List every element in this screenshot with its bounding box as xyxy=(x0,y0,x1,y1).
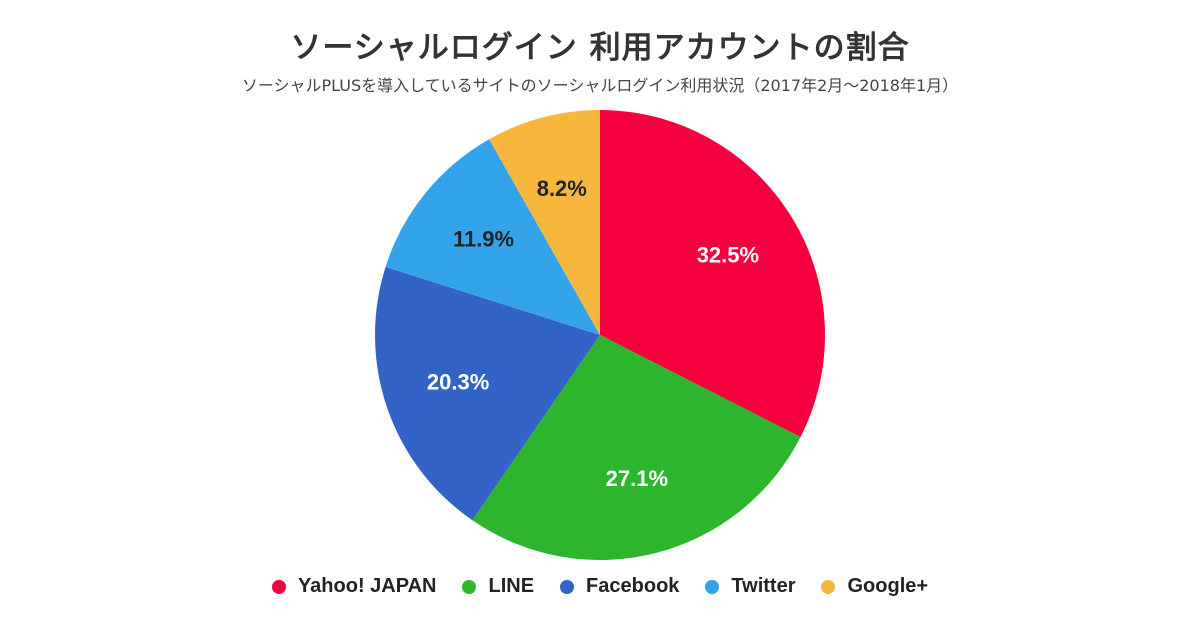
legend-label: Twitter xyxy=(731,575,796,597)
pie-slice-yahoo-japan xyxy=(600,110,825,438)
slice-value-label: 32.5% xyxy=(697,242,759,267)
pie-slices xyxy=(375,110,825,560)
legend-label: Facebook xyxy=(586,575,680,597)
slice-value-label: 8.2% xyxy=(537,176,587,201)
legend-item: Facebook xyxy=(560,575,679,598)
legend-color-swatch xyxy=(271,579,286,594)
legend-label: Yahoo! JAPAN xyxy=(297,575,437,597)
slice-value-label: 27.1% xyxy=(606,466,668,491)
legend-color-swatch xyxy=(821,579,836,594)
chart-subtitle: ソーシャルPLUSを導入しているサイトのソーシャルログイン利用状況（2017年2… xyxy=(241,76,959,95)
chart-title: ソーシャルログイン 利用アカウントの割合 xyxy=(290,30,910,66)
pie-slice-facebook xyxy=(375,266,600,521)
chart-legend: Yahoo! JAPAN LINE Facebook Twitter Google+ xyxy=(0,575,1200,598)
pie-slice-google xyxy=(489,110,600,335)
legend-item: Twitter xyxy=(705,575,795,598)
legend-label: Google+ xyxy=(847,575,929,597)
legend-item: Google+ xyxy=(821,575,928,598)
legend-item: Yahoo! JAPAN xyxy=(271,575,437,598)
pie-slice-twitter xyxy=(385,139,600,335)
pie-labels: 32.5% 27.1% 20.3% 11.9% 8.2% xyxy=(427,176,759,491)
pie-slice-line xyxy=(472,335,801,560)
legend-color-swatch xyxy=(462,579,477,594)
slice-value-label: 11.9% xyxy=(453,226,514,251)
legend-label: LINE xyxy=(488,575,535,597)
slice-value-label: 20.3% xyxy=(427,369,489,394)
legend-color-swatch xyxy=(560,579,575,594)
legend-color-swatch xyxy=(705,579,720,594)
legend-item: LINE xyxy=(462,575,534,598)
